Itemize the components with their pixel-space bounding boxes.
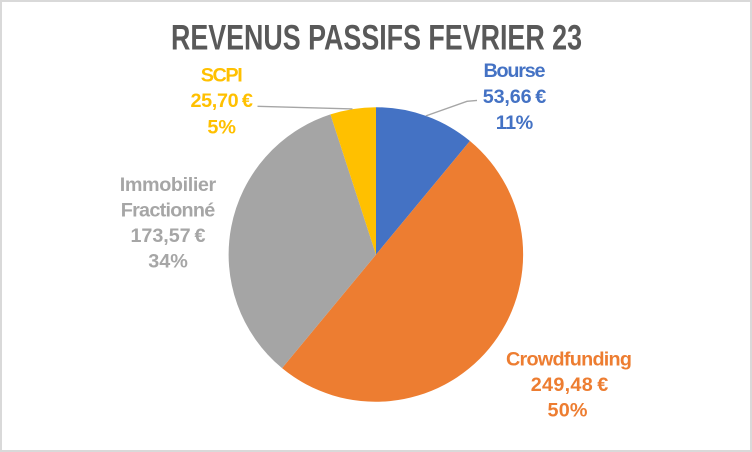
svg-text:Immobilier: Immobilier bbox=[120, 174, 217, 196]
svg-text:5%: 5% bbox=[207, 116, 236, 138]
svg-text:53,66 €: 53,66 € bbox=[483, 86, 547, 108]
svg-text:REVENUS PASSIFS FEVRIER 23: REVENUS PASSIFS FEVRIER 23 bbox=[171, 18, 582, 57]
svg-text:173,57 €: 173,57 € bbox=[131, 225, 206, 247]
svg-text:249,48 €: 249,48 € bbox=[531, 374, 609, 396]
svg-text:Crowdfunding: Crowdfunding bbox=[506, 349, 632, 371]
svg-text:SCPI: SCPI bbox=[201, 65, 243, 87]
svg-text:Fractionné: Fractionné bbox=[121, 200, 216, 222]
svg-text:11%: 11% bbox=[496, 112, 534, 134]
svg-text:Bourse: Bourse bbox=[484, 60, 546, 82]
svg-text:50%: 50% bbox=[548, 400, 588, 422]
svg-text:34%: 34% bbox=[148, 251, 188, 273]
svg-text:25,70 €: 25,70 € bbox=[190, 90, 253, 112]
